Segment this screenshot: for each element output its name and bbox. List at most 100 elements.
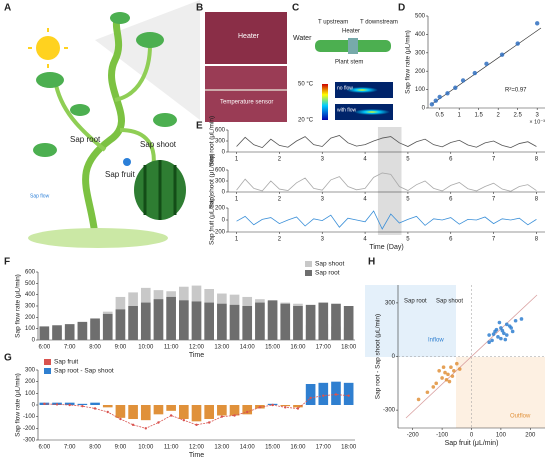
point <box>445 91 450 96</box>
point <box>322 394 325 397</box>
point <box>450 374 455 378</box>
y-tick-label: 600 <box>215 128 226 134</box>
x-tick-label: 3 <box>321 157 325 163</box>
bar <box>90 318 100 340</box>
panel-label: B <box>196 3 203 14</box>
panel-label: D <box>398 3 405 14</box>
point <box>233 414 236 417</box>
x-tick-label: 16:00 <box>290 445 306 451</box>
bar <box>191 405 202 422</box>
bar <box>115 405 126 418</box>
bar <box>166 405 176 411</box>
bar <box>267 300 278 340</box>
bar <box>318 302 329 340</box>
point <box>535 21 540 26</box>
x-tick-label: 4 <box>363 157 367 163</box>
y-tick-label: 200 <box>415 69 426 75</box>
panel-label: C <box>292 3 299 14</box>
y-tick-label: -200 <box>23 426 36 432</box>
y-tick-label: 0 <box>222 190 226 196</box>
x-tick-label: 9:00 <box>115 345 127 351</box>
label: Sap flow <box>30 193 50 199</box>
y-axis-label: Sap fruit (μL/min) <box>209 195 216 245</box>
label: Sap fruit <box>105 170 136 179</box>
x-tick-label: 7 <box>492 237 496 243</box>
x-tick-label: 5 <box>406 237 410 243</box>
point <box>460 78 466 83</box>
bar <box>204 405 214 419</box>
point <box>504 322 509 327</box>
y-tick-label: 300 <box>215 139 226 145</box>
point <box>443 370 447 375</box>
point <box>81 404 84 408</box>
point <box>487 340 491 345</box>
legend-swatch <box>44 368 51 374</box>
point <box>434 381 439 386</box>
point <box>425 390 430 395</box>
point <box>453 85 458 90</box>
point <box>271 403 274 407</box>
point <box>494 327 499 332</box>
bar <box>255 302 265 340</box>
y-tick-label: 300 <box>385 300 396 306</box>
point <box>429 102 435 107</box>
x-axis-label: Time <box>189 352 204 359</box>
x-tick-label: 7:00 <box>64 345 76 351</box>
x-tick-label: -100 <box>436 433 449 439</box>
panel-label: A <box>4 3 11 14</box>
bar <box>217 405 227 416</box>
label: 50 °C <box>298 82 314 88</box>
x-tick-label: 6:00 <box>38 445 50 451</box>
label: Heater <box>342 29 360 35</box>
point <box>55 403 59 406</box>
x-tick-label: 0.5 <box>436 113 445 119</box>
point <box>502 331 506 336</box>
point <box>220 415 224 418</box>
label: with flow <box>337 107 357 113</box>
bar <box>166 296 176 340</box>
point <box>433 98 438 103</box>
bar <box>179 405 189 419</box>
x-tick-label: 6:00 <box>38 345 50 351</box>
x-tick-label: 7 <box>492 157 496 163</box>
x-tick-label: -200 <box>407 433 420 439</box>
point <box>484 61 489 67</box>
y-tick-label: 0 <box>222 150 226 156</box>
bar <box>191 301 202 340</box>
x-tick-label: 15:00 <box>265 345 281 351</box>
x-tick-label: 1 <box>235 197 239 203</box>
point <box>499 52 505 57</box>
x-tick-label: 9:00 <box>115 445 127 451</box>
y-tick-label: -200 <box>213 230 226 236</box>
point <box>447 379 452 384</box>
point <box>157 421 160 424</box>
x-tick-label: 8:00 <box>89 445 101 451</box>
x-tick-label: 1 <box>235 237 239 243</box>
x-tick-label: 15:00 <box>265 445 281 451</box>
bar <box>64 324 75 340</box>
point <box>499 326 503 330</box>
y-tick-label: 300 <box>415 50 426 56</box>
y-tick-label: 100 <box>415 87 426 93</box>
schematic: C Water T upstream T downstream Heater P… <box>292 3 398 124</box>
y-tick-label: 400 <box>25 292 36 298</box>
point <box>93 407 97 410</box>
point <box>440 376 444 380</box>
bar <box>280 303 291 340</box>
label: Plant stem <box>335 60 363 66</box>
point <box>437 369 441 373</box>
legend-label: Sap root <box>315 270 340 277</box>
point <box>416 397 421 402</box>
x-tick-label: 1.5 <box>475 113 484 119</box>
y-tick-label: 0 <box>222 218 226 224</box>
legend-label: Sap shoot <box>315 261 344 268</box>
bar <box>293 405 303 408</box>
x-tick-label: 13:00 <box>214 345 230 351</box>
bar <box>102 405 113 408</box>
point <box>503 337 508 342</box>
x-tick-label: 13:00 <box>214 445 230 451</box>
bar <box>217 303 227 340</box>
point <box>43 402 46 406</box>
x-tick-label: 2 <box>278 157 282 163</box>
x-tick-label: 7:00 <box>64 445 76 451</box>
